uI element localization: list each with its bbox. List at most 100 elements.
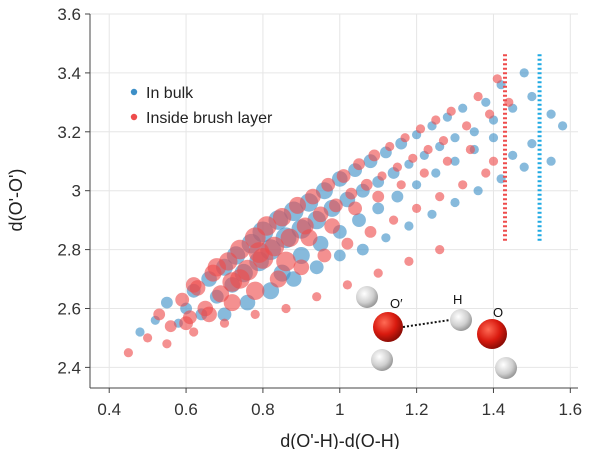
y-tick-label-0: 2.4 [57,358,81,377]
data-point-series-1-80 [342,280,352,290]
data-point-series-0-77 [473,186,483,196]
data-point-series-0-47 [519,68,529,78]
data-point-series-1-39 [438,136,449,146]
data-point-series-0-72 [356,243,369,256]
atom-label-h: H [453,292,462,307]
data-point-series-1-12 [230,239,250,260]
data-point-series-1-41 [462,121,472,131]
legend: In bulk Inside brush layer [130,85,273,127]
x-tick-label-4: 1.2 [405,400,429,419]
y-tick-label-2: 2.8 [57,241,81,260]
data-point-series-1-9 [212,285,230,303]
y-axis-title: d(O'-O') [6,169,26,232]
data-point-series-0-65 [546,156,556,166]
data-point-series-1-32 [385,141,395,152]
hydrogen-atom-3 [450,309,472,331]
oxygen-atom-prime [373,312,403,342]
data-point-series-1-61 [207,258,226,277]
data-point-series-1-52 [317,248,332,263]
data-point-series-0-49 [546,109,556,119]
data-point-series-1-54 [364,226,377,238]
data-point-series-1-4 [175,292,190,307]
data-point-series-1-29 [360,178,373,191]
legend-label-brush: Inside brush layer [146,110,273,127]
water-dimer-inset: O′ H O [356,286,517,379]
data-point-series-0-58 [412,180,422,190]
data-point-series-0-70 [309,260,324,275]
tick-labels: 0.4 0.6 0.8 1 1.2 1.4 1.6 2.4 2.6 2.8 3 3.2 3.4 3.6 [57,5,582,419]
legend-label-bulk: In bulk [146,85,194,102]
data-point-series-1-66 [324,218,340,234]
data-point-series-0-62 [488,133,499,143]
data-point-series-1-49 [246,281,265,300]
data-point-series-1-63 [248,242,270,263]
data-point-series-1-77 [250,309,260,319]
x-axis-title: d(O'-H)-d(O-H) [280,431,399,449]
data-point-series-1-73 [488,156,499,166]
hydrogen-atom-2 [371,349,393,371]
data-point-series-1-37 [423,144,433,155]
data-point-series-0-41 [458,103,468,113]
data-point-series-0-64 [527,139,537,149]
data-point-series-1-81 [373,268,383,278]
oxygen-atom [477,319,507,349]
axes [89,14,578,389]
hydrogen-atom-4 [495,357,517,379]
legend-marker-bulk [130,88,138,96]
data-point-series-1-44 [492,74,502,84]
data-point-series-0-40 [450,133,460,143]
data-point-series-0-76 [450,197,460,208]
x-tick-label-5: 1.4 [482,400,506,419]
data-point-series-1-67 [348,201,362,216]
data-point-series-1-33 [392,162,402,172]
y-tick-label-6: 3.6 [57,5,81,24]
x-tick-label-6: 1.6 [558,400,582,419]
data-point-series-1-30 [368,149,381,162]
data-point-series-1-19 [280,228,299,247]
data-point-series-1-24 [321,177,336,192]
data-point-series-0-66 [217,307,232,322]
data-point-series-1-22 [305,188,321,205]
data-point-series-0-2 [161,296,173,309]
data-point-series-0-42 [469,127,479,137]
data-point-series-0-69 [285,271,302,287]
x-tick-label-1: 0.6 [174,400,198,419]
data-point-series-1-72 [465,144,475,155]
y-tick-label-1: 2.6 [57,299,81,318]
data-point-series-1-47 [201,306,217,323]
data-point-series-1-25 [329,198,343,213]
x-tick-label-2: 0.8 [251,400,275,419]
data-point-series-1-56 [412,203,422,213]
y-tick-label-5: 3.4 [57,64,81,83]
data-point-series-1-40 [446,106,456,116]
data-point-series-1-58 [458,180,468,190]
data-point-series-0-57 [391,190,404,203]
data-point-series-1-31 [377,171,387,181]
data-point-series-1-3 [164,320,177,333]
data-point-series-1-43 [485,109,495,119]
data-point-series-0-60 [450,156,460,166]
data-point-series-1-42 [473,91,483,102]
data-point-series-1-20 [289,196,306,214]
data-point-series-1-27 [345,187,358,200]
data-point-series-1-74 [162,339,172,349]
data-point-series-1-71 [442,156,452,166]
data-point-series-1-34 [400,133,410,143]
data-point-series-0-50 [558,121,568,131]
data-point-series-1-69 [396,180,406,190]
legend-marker-brush [130,113,138,121]
data-point-series-1-23 [312,206,329,223]
data-point-series-1-1 [143,333,153,343]
data-point-series-1-48 [223,294,241,312]
data-point-series-1-55 [389,215,399,225]
data-point-series-1-26 [336,169,351,183]
data-point-series-1-17 [264,236,285,257]
data-point-series-0-48 [527,91,537,102]
data-point-series-0-75 [427,209,437,219]
data-point-series-0-52 [292,247,310,264]
data-point-series-1-70 [419,168,429,178]
data-point-series-1-36 [415,124,426,134]
data-point-series-1-79 [312,292,322,302]
data-point-series-0-43 [481,97,491,107]
